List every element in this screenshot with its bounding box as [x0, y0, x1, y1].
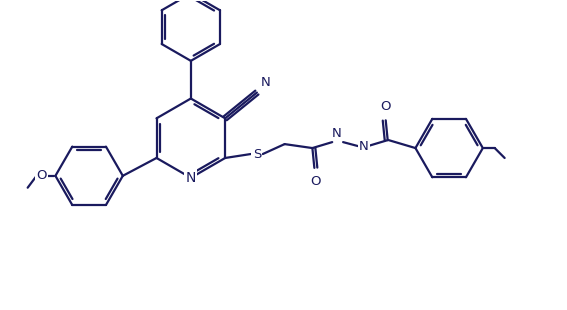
Text: O: O [310, 175, 320, 188]
Text: H: H [334, 127, 342, 140]
Text: S: S [253, 148, 261, 161]
Text: N: N [185, 171, 196, 185]
Text: O: O [380, 100, 391, 113]
Text: N: N [331, 127, 341, 140]
Text: O: O [36, 169, 47, 182]
Text: N: N [359, 140, 369, 153]
Text: N: N [261, 76, 270, 89]
